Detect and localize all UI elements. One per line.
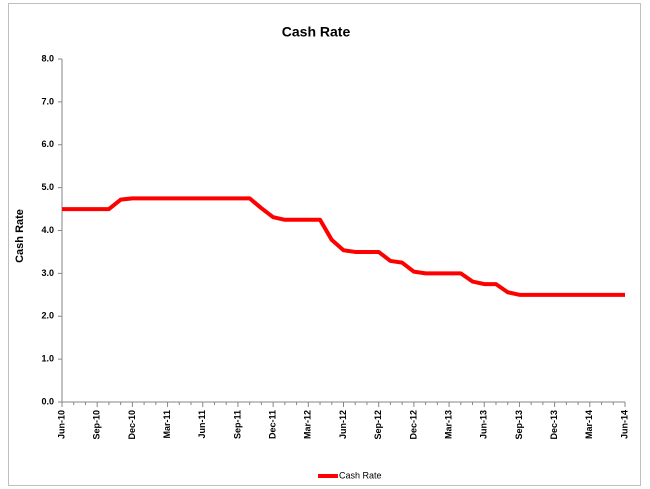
x-tick-label: Mar-11 — [162, 410, 172, 439]
x-tick-label: Dec-11 — [268, 410, 278, 439]
chart-frame — [8, 3, 641, 486]
y-tick-label: 4.0 — [41, 225, 54, 235]
x-tick-label: Mar-12 — [303, 410, 313, 439]
x-tick-label: Dec-10 — [127, 410, 137, 440]
x-tick-label: Jun-14 — [619, 410, 629, 439]
x-tick-label: Jun-12 — [338, 410, 348, 439]
x-tick-label: Sep-13 — [514, 410, 524, 440]
x-tick-label: Sep-10 — [92, 410, 102, 440]
y-tick-label: 1.0 — [41, 354, 54, 364]
x-tick-label: Dec-12 — [408, 410, 418, 440]
x-tick-label: Jun-11 — [197, 410, 207, 439]
y-tick-label: 2.0 — [41, 311, 54, 321]
chart-title: Cash Rate — [282, 24, 351, 40]
x-tick-label: Mar-13 — [443, 410, 453, 439]
x-tick-label: Sep-11 — [232, 410, 242, 439]
x-tick-label: Sep-12 — [373, 410, 383, 440]
y-tick-label: 3.0 — [41, 268, 54, 278]
x-tick-label: Dec-13 — [549, 410, 559, 440]
y-axis-title: Cash Rate — [14, 209, 26, 263]
y-tick-label: 8.0 — [41, 53, 54, 63]
x-tick-label: Jun-13 — [479, 410, 489, 439]
legend-label: Cash Rate — [339, 470, 382, 480]
y-tick-label: 6.0 — [41, 139, 54, 149]
x-tick-label: Mar-14 — [584, 410, 594, 439]
y-tick-label: 7.0 — [41, 96, 54, 106]
y-tick-label: 5.0 — [41, 182, 54, 192]
line-series — [62, 196, 625, 297]
x-tick-label: Jun-10 — [56, 410, 66, 439]
y-tick-label: 0.0 — [41, 396, 54, 406]
